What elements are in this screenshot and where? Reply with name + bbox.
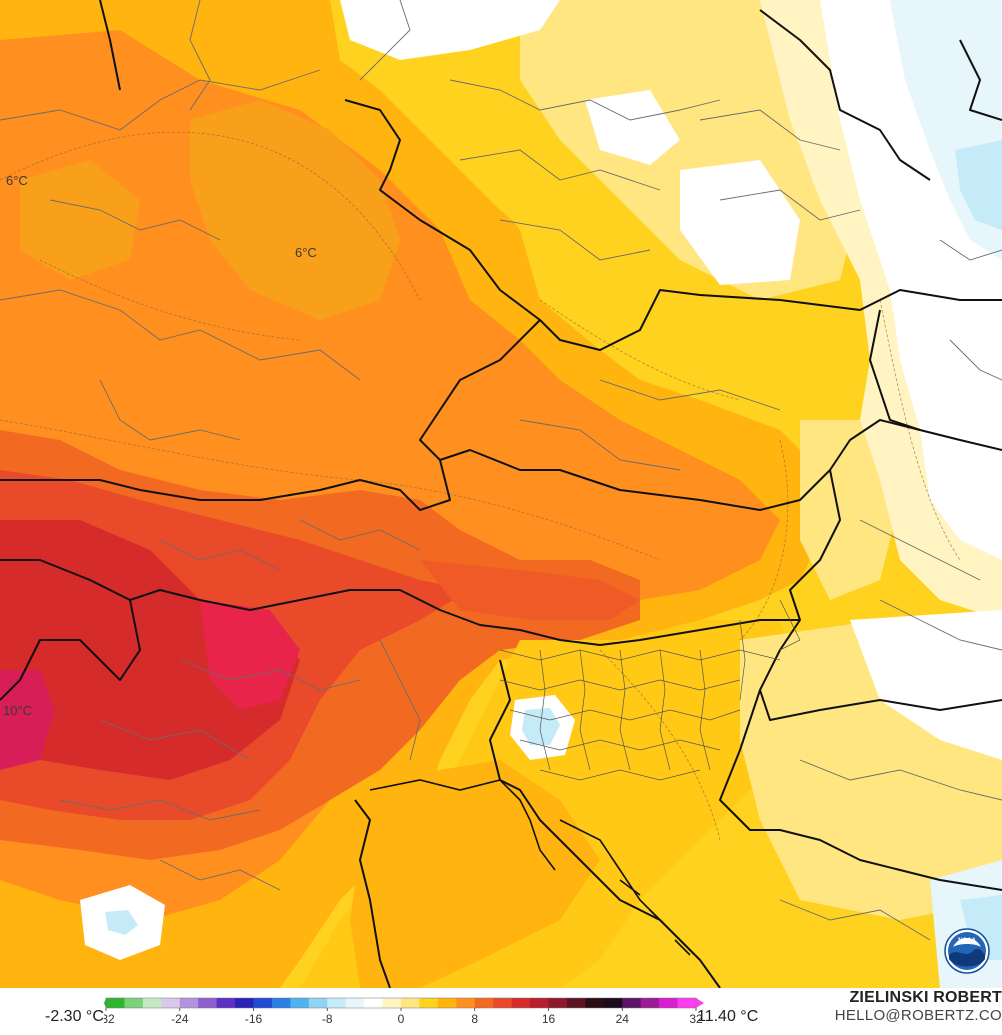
color-swatch xyxy=(474,998,494,1008)
color-swatch xyxy=(253,998,273,1008)
temperature-map: 6°C 6°C 10°C NOAA xyxy=(0,0,1002,988)
scale-left-arrow xyxy=(104,998,106,1008)
scale-right-arrow xyxy=(696,998,704,1008)
color-swatch xyxy=(364,998,384,1008)
author-name: ZIELINSKI ROBERT xyxy=(849,989,1002,1006)
scale-tick-label: 24 xyxy=(616,1012,630,1026)
author-email: HELLO@ROBERTZ.CO xyxy=(834,1007,1002,1024)
region-borders xyxy=(0,0,1002,941)
color-swatch xyxy=(677,998,697,1008)
temperature-fill xyxy=(0,0,1002,988)
color-swatch xyxy=(548,998,568,1008)
color-swatch xyxy=(106,998,126,1008)
scale-tick-label: 16 xyxy=(542,1012,556,1026)
scale-tick-label: -24 xyxy=(171,1012,189,1026)
color-swatch xyxy=(603,998,623,1008)
color-swatch xyxy=(640,998,660,1008)
contour-lines xyxy=(0,131,961,841)
noaa-logo: NOAA xyxy=(944,928,990,974)
color-swatch xyxy=(437,998,457,1008)
scale-tick-label: 32 xyxy=(689,1012,703,1026)
color-swatch xyxy=(235,998,255,1008)
color-swatch xyxy=(456,998,476,1008)
color-swatch xyxy=(401,998,421,1008)
coastline xyxy=(369,779,701,961)
color-swatch xyxy=(382,998,402,1008)
color-swatch xyxy=(659,998,679,1008)
scale-tick-label: 0 xyxy=(398,1012,405,1026)
max-temperature-label: 11.40 °C xyxy=(697,1008,759,1025)
color-swatch xyxy=(179,998,199,1008)
min-temperature-label: -2.30 °C xyxy=(45,1008,104,1025)
contour-label-6c-west: 6°C xyxy=(6,173,28,188)
color-swatch xyxy=(161,998,181,1008)
scale-tick-label: 8 xyxy=(471,1012,478,1026)
legend-footer: -2.30 °C -32 -24 -16 -8 0 8 16 24 32 11.40 °C ZI… xyxy=(0,988,1002,1035)
color-swatch xyxy=(585,998,605,1008)
color-swatch xyxy=(327,998,347,1008)
contour-label-10c: 10°C xyxy=(3,703,32,718)
contour-label-6c-center: 6°C xyxy=(295,245,317,260)
color-swatch xyxy=(216,998,236,1008)
color-swatch xyxy=(622,998,642,1008)
color-swatch xyxy=(198,998,218,1008)
scale-tick-label: -8 xyxy=(322,1012,333,1026)
color-swatch xyxy=(290,998,310,1008)
color-swatch xyxy=(493,998,513,1008)
color-swatch xyxy=(124,998,144,1008)
color-swatch xyxy=(345,998,365,1008)
color-swatch xyxy=(419,998,439,1008)
scale-tick-label: -32 xyxy=(104,1012,115,1026)
color-swatch xyxy=(530,998,550,1008)
color-swatch xyxy=(142,998,162,1008)
color-swatch xyxy=(566,998,586,1008)
municipality-grid xyxy=(499,599,801,781)
color-swatch xyxy=(511,998,531,1008)
scale-tick-label: -16 xyxy=(245,1012,263,1026)
color-scale-bar: -32 -24 -16 -8 0 8 16 24 32 xyxy=(104,997,704,1026)
svg-text:NOAA: NOAA xyxy=(958,938,976,944)
color-swatch xyxy=(308,998,328,1008)
color-swatch xyxy=(271,998,291,1008)
